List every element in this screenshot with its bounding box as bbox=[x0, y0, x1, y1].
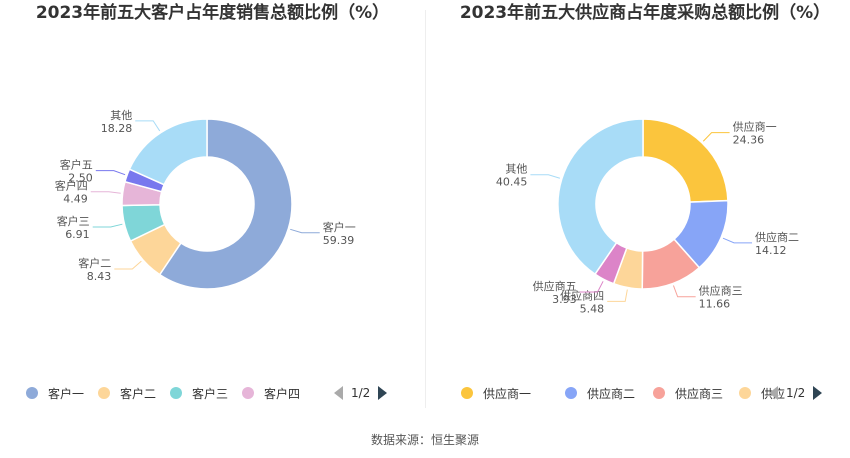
legend-item[interactable]: 客户一 bbox=[26, 384, 84, 402]
customer-legend: 客户一 客户二 客户三 客户四 1/2 bbox=[0, 384, 425, 404]
legend-pager: 1/2 bbox=[334, 384, 388, 402]
legend-dot-icon bbox=[170, 387, 182, 399]
slice-label-name: 客户四 bbox=[55, 179, 88, 193]
slice-label-name: 客户三 bbox=[57, 214, 90, 228]
legend-dot-icon bbox=[461, 387, 473, 399]
supplier-donut-chart: 供应商一24.36供应商二14.12供应商三11.66供应商四5.48供应商五3… bbox=[496, 118, 799, 315]
prev-page-icon[interactable] bbox=[334, 386, 343, 400]
supplier-chart-panel: 2023年前五大供应商占年度采购总额比例（%） 供应商一 24.36 供应商二 14.… bbox=[425, 0, 850, 410]
legend-item[interactable]: 客户三 bbox=[170, 384, 228, 402]
slice-label-name: 客户二 bbox=[78, 256, 111, 270]
legend-dot-icon bbox=[26, 387, 38, 399]
leader-line bbox=[722, 237, 753, 244]
leader-line bbox=[92, 223, 123, 228]
slice-label-name: 其他 bbox=[505, 163, 527, 176]
slice-label-name: 客户一 bbox=[323, 220, 356, 234]
legend-item[interactable]: 客户二 bbox=[98, 384, 156, 402]
slice-label-value: 6.91 bbox=[65, 228, 90, 241]
leader-line bbox=[114, 260, 142, 270]
slice-label-value: 8.43 bbox=[87, 270, 112, 283]
chart-title: 2023年前五大客户占年度销售总额比例（%） bbox=[35, 3, 390, 23]
slice-6[interactable] bbox=[557, 118, 644, 276]
slice-label-value: 59.39 bbox=[323, 234, 355, 247]
leader-line bbox=[672, 285, 696, 298]
slice-label-name: 客户五 bbox=[60, 158, 93, 172]
legend-page-indicator: 1/2 bbox=[351, 386, 371, 400]
next-page-icon[interactable] bbox=[378, 386, 388, 400]
next-page-icon[interactable] bbox=[813, 386, 823, 400]
chart-title: 2023年前五大供应商占年度采购总额比例（%） bbox=[459, 3, 831, 23]
data-source: 数据来源：恒生聚源 bbox=[370, 433, 479, 447]
leader-line bbox=[135, 120, 161, 132]
slice-1[interactable] bbox=[158, 118, 293, 290]
leader-line bbox=[95, 170, 126, 176]
slice-label-value: 11.66 bbox=[699, 298, 731, 311]
slice-label-name: 供应商三 bbox=[699, 284, 743, 298]
slice-label-value: 40.45 bbox=[496, 176, 528, 189]
legend-item[interactable]: 客户四 bbox=[242, 384, 300, 402]
leader-line bbox=[290, 228, 320, 234]
legend-label: 客户三 bbox=[192, 386, 229, 401]
slice-1[interactable] bbox=[642, 118, 729, 203]
legend-item[interactable]: 供应商三 bbox=[653, 384, 723, 402]
leader-line bbox=[530, 174, 561, 179]
slice-label-value: 4.49 bbox=[63, 193, 88, 206]
leader-line bbox=[607, 289, 628, 302]
leader-line bbox=[579, 281, 604, 293]
customer-chart-panel: 2023年前五大客户占年度销售总额比例（%） 客户一 59.39 客户二 8.43 客户… bbox=[0, 0, 425, 410]
legend-label: 供应商二 bbox=[587, 386, 636, 401]
slice-label-name: 供应商一 bbox=[733, 120, 777, 134]
leader-line bbox=[90, 191, 121, 194]
legend-pager: 1/2 bbox=[769, 384, 823, 402]
slice-label-name: 其他 bbox=[110, 109, 132, 122]
slice-label-name: 供应商二 bbox=[755, 230, 799, 244]
slice-label-value: 14.12 bbox=[755, 244, 787, 257]
legend-dot-icon bbox=[98, 387, 110, 399]
slice-6[interactable] bbox=[128, 118, 208, 186]
legend-label: 供应商一 bbox=[483, 386, 532, 401]
legend-dot-icon bbox=[565, 387, 577, 399]
legend-item[interactable]: 供应商一 bbox=[461, 384, 531, 402]
slice-label-value: 2.50 bbox=[68, 172, 93, 185]
leader-line bbox=[702, 132, 730, 142]
legend-dot-icon bbox=[242, 387, 254, 399]
legend-label: 供应商三 bbox=[675, 386, 724, 401]
slice-label-value: 5.48 bbox=[580, 302, 605, 315]
legend-dot-icon bbox=[739, 387, 751, 399]
legend-item[interactable]: 供应商二 bbox=[565, 384, 635, 402]
slice-label-value: 3.93 bbox=[552, 293, 577, 306]
legend-dot-icon bbox=[653, 387, 665, 399]
prev-page-icon[interactable] bbox=[769, 386, 778, 400]
panel-divider bbox=[425, 10, 426, 408]
legend-label: 客户一 bbox=[48, 386, 85, 401]
supplier-legend: 供应商一 供应商二 供应商三 供应 1/2 bbox=[425, 384, 850, 404]
legend-label: 客户二 bbox=[120, 386, 157, 401]
slice-label-name: 供应商五 bbox=[533, 279, 577, 293]
slice-label-value: 18.28 bbox=[101, 122, 133, 135]
legend-page-indicator: 1/2 bbox=[786, 386, 806, 400]
slice-label-value: 24.36 bbox=[733, 134, 765, 147]
legend-label: 客户四 bbox=[264, 386, 301, 401]
